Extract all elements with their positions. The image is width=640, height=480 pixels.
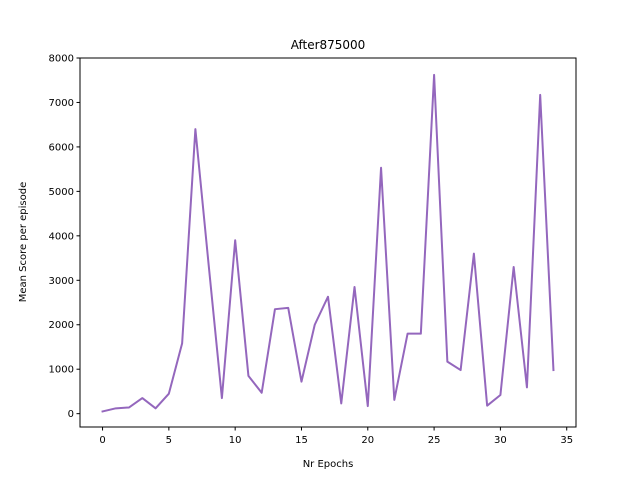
x-tick-label: 10 — [229, 435, 242, 446]
x-tick-label: 5 — [166, 435, 172, 446]
series-line — [101, 73, 555, 413]
y-tick-label: 6000 — [49, 142, 74, 153]
x-tick-label: 20 — [361, 435, 374, 446]
y-tick-label: 7000 — [49, 98, 74, 109]
y-tick-label: 3000 — [49, 276, 74, 287]
plot-frame — [79, 57, 577, 428]
y-axis-label: Mean Score per episode — [18, 182, 29, 303]
y-tick-label: 2000 — [49, 320, 74, 331]
x-tick-label: 15 — [295, 435, 308, 446]
y-tick-label: 0 — [68, 409, 74, 420]
y-tick-label: 8000 — [49, 54, 74, 65]
y-tick-label: 4000 — [49, 231, 74, 242]
x-tick-label: 0 — [99, 435, 105, 446]
x-axis-ticks: 0 5 10 15 20 25 30 35 — [99, 427, 573, 446]
x-tick-label: 30 — [494, 435, 507, 446]
x-tick-label: 35 — [560, 435, 573, 446]
x-tick-label: 25 — [428, 435, 441, 446]
y-axis-ticks: 0 1000 2000 3000 4000 5000 6000 7000 8000 — [49, 54, 80, 420]
chart-title: After875000 — [291, 38, 366, 52]
y-tick-label: 1000 — [49, 365, 74, 376]
series-layer — [101, 73, 555, 413]
plot-area — [80, 58, 576, 427]
x-axis-label: Nr Epochs — [303, 459, 354, 470]
y-tick-label: 5000 — [49, 187, 74, 198]
